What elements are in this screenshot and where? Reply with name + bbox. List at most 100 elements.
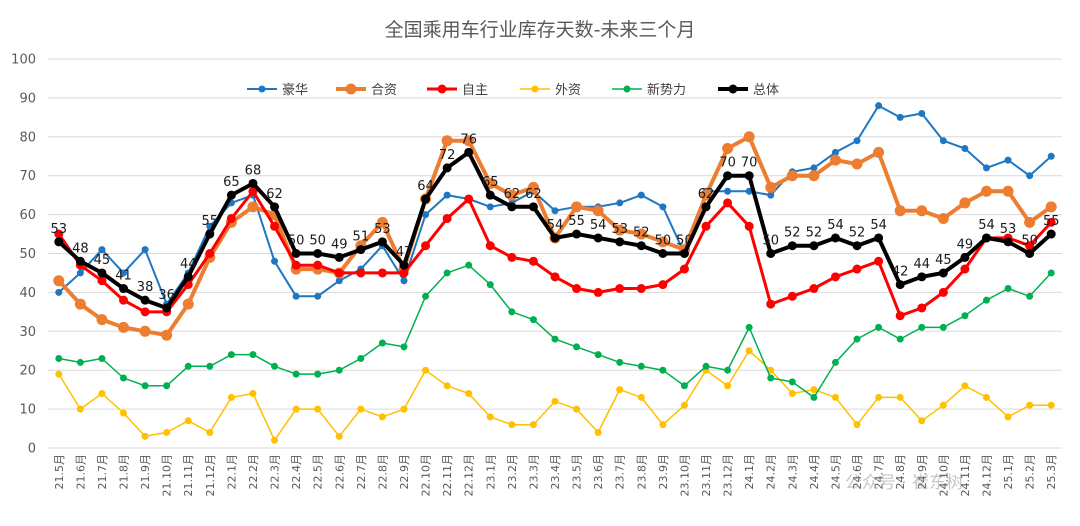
x-tick-label: 24.2月 [765, 454, 778, 490]
data-point-新势力 [443, 269, 451, 277]
data-point-总体 [550, 233, 560, 243]
data-label: 65 [223, 175, 240, 190]
x-tick-label: 25.1月 [1002, 454, 1015, 490]
data-point-外资 [55, 370, 63, 378]
data-point-新势力 [508, 308, 516, 316]
data-point-自主 [313, 260, 323, 270]
data-point-新势力 [659, 366, 667, 374]
x-tick-label: 22.1月 [225, 454, 238, 490]
data-point-自主 [766, 299, 776, 309]
data-point-自主 [334, 268, 344, 278]
data-point-自主 [119, 295, 129, 305]
data-point-总体 [421, 194, 431, 204]
data-point-合资 [74, 298, 86, 310]
data-label: 52 [784, 226, 801, 241]
data-point-自主 [615, 284, 625, 294]
data-point-外资 [163, 428, 171, 436]
y-tick-label: 70 [19, 169, 36, 184]
data-point-外资 [184, 417, 192, 425]
y-tick-label: 60 [19, 208, 36, 223]
data-point-自主 [636, 284, 646, 294]
data-point-新势力 [357, 355, 365, 363]
data-point-总体 [852, 241, 862, 251]
data-label: 38 [137, 280, 154, 295]
data-point-外资 [680, 401, 688, 409]
data-point-豪华 [98, 246, 106, 254]
data-point-总体 [313, 249, 323, 258]
data-point-总体 [1046, 229, 1056, 239]
data-point-豪华 [551, 207, 559, 215]
data-point-新势力 [271, 362, 279, 370]
data-point-外资 [443, 382, 451, 390]
data-point-合资 [1045, 201, 1057, 213]
x-tick-label: 21.9月 [139, 454, 152, 490]
data-point-总体 [1025, 249, 1035, 258]
data-label: 45 [935, 253, 952, 268]
data-point-豪华 [486, 203, 494, 211]
data-label: 41 [115, 269, 132, 284]
x-tick-label: 24.3月 [786, 454, 799, 490]
data-label: 54 [590, 218, 607, 233]
data-label: 50 [288, 234, 305, 249]
x-tick-label: 25.3月 [1045, 454, 1058, 490]
data-point-新势力 [810, 393, 818, 401]
x-tick-label: 21.5月 [53, 454, 66, 490]
x-tick-label: 24.8月 [894, 454, 907, 490]
data-point-总体 [442, 163, 452, 173]
data-point-自主 [723, 198, 733, 208]
data-point-总体 [54, 237, 64, 247]
data-label: 52 [633, 226, 650, 241]
data-label: 50 [676, 234, 693, 249]
data-point-总体 [291, 249, 301, 258]
data-point-豪华 [443, 191, 451, 199]
watermark: 公众号 · 崔东树 [845, 473, 963, 493]
data-point-外资 [486, 413, 494, 421]
data-point-合资 [635, 228, 647, 240]
data-point-豪华 [939, 137, 947, 145]
y-tick-label: 20 [19, 364, 36, 379]
legend-label: 自主 [462, 83, 488, 98]
data-point-合资 [614, 224, 626, 236]
x-tick-label: 22.4月 [290, 454, 303, 490]
data-point-自主 [377, 268, 387, 278]
x-tick-label: 23.2月 [506, 454, 519, 490]
data-point-总体 [615, 237, 625, 247]
data-point-外资 [529, 421, 537, 429]
data-label: 42 [892, 265, 909, 280]
x-tick-label: 22.11月 [441, 454, 454, 497]
y-tick-label: 90 [19, 91, 36, 106]
data-point-自主 [701, 221, 711, 231]
x-tick-label: 23.8月 [635, 454, 648, 490]
data-point-新势力 [76, 358, 84, 366]
data-point-自主 [464, 194, 474, 204]
x-tick-label: 24.12月 [980, 454, 993, 497]
data-point-新势力 [724, 366, 732, 374]
data-point-总体 [119, 284, 129, 294]
data-point-豪华 [767, 191, 775, 199]
data-point-新势力 [292, 370, 300, 378]
data-label: 49 [957, 237, 974, 252]
data-point-外资 [939, 401, 947, 409]
data-point-新势力 [227, 351, 235, 359]
data-point-豪华 [141, 246, 149, 254]
data-point-总体 [701, 202, 711, 212]
data-point-新势力 [918, 323, 926, 331]
data-point-外资 [594, 428, 602, 436]
data-point-外资 [120, 409, 128, 417]
data-label: 50 [655, 234, 672, 249]
data-point-外资 [853, 421, 861, 429]
data-point-外资 [745, 347, 753, 355]
data-label: 54 [978, 218, 995, 233]
legend: 豪华 合资 自主 外资 新势力 总体 [247, 82, 779, 98]
data-point-外资 [767, 366, 775, 374]
data-point-总体 [658, 249, 668, 258]
data-point-自主 [97, 276, 107, 286]
data-point-豪华 [1004, 156, 1012, 164]
legend-label: 合资 [371, 83, 397, 98]
data-point-总体 [1003, 237, 1013, 247]
data-point-总体 [334, 252, 344, 262]
data-point-自主 [938, 287, 948, 297]
data-point-合资 [376, 216, 388, 228]
data-point-总体 [787, 241, 797, 251]
